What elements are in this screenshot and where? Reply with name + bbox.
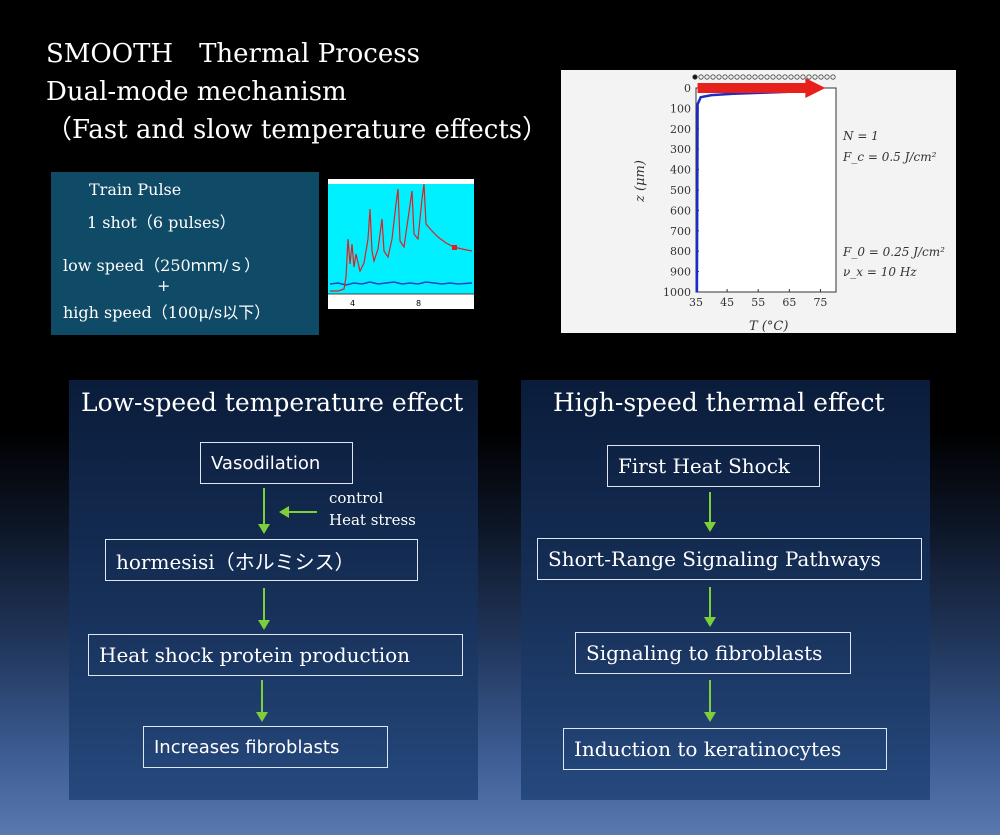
high-speed-panel: High-speed thermal effect First Heat Sho… (521, 380, 930, 800)
title-line-2: Dual-mode mechanism (46, 77, 347, 107)
arrow-down-r1 (704, 492, 716, 532)
pulse-indicator-dot (752, 74, 758, 80)
y-tick-label: 100 (670, 102, 691, 115)
y-tick-label: 500 (670, 184, 691, 197)
pulse-indicator-dot (782, 74, 788, 80)
temperature-depth-chart: 0 100 200 300 400 500 600 700 800 900 1000 35 45 55 6… (561, 70, 956, 333)
pulse-indicator-dot (794, 74, 800, 80)
pulse-indicator-dot (722, 74, 728, 80)
low-speed-title: Low-speed temperature effect (81, 388, 464, 417)
pulse-indicator-dot (788, 74, 794, 80)
waveform-trace (330, 183, 473, 292)
node-increases-fibroblasts: Increases fibroblasts (143, 726, 388, 768)
node-vasodilation: Vasodilation (200, 442, 353, 484)
node-short-range-signaling: Short-Range Signaling Pathways (537, 538, 922, 580)
node-heat-shock-protein: Heat shock protein production (88, 634, 463, 676)
heat-arrow (697, 78, 826, 98)
y-tick-label: 600 (670, 204, 691, 217)
y-tick-label: 700 (670, 225, 691, 238)
y-tick-label: 0 (684, 82, 691, 95)
heat-arrow-head (805, 78, 826, 98)
pulse-indicator-dot (698, 74, 704, 80)
note-control: control (329, 489, 384, 507)
low-speed-panel: Low-speed temperature effect Vasodilatio… (69, 380, 478, 800)
train-pulse-box: Train Pulse 1 shot（6 pulses） low speed（2… (51, 172, 319, 335)
y-axis-label: z (μm) (633, 160, 648, 203)
annotation-fc: F_c = 0.5 J/cm² (842, 150, 937, 164)
pulse-indicator-dot (716, 74, 722, 80)
pulse-indicator-dot (692, 74, 698, 80)
arrow-down-2 (258, 588, 270, 630)
annotation-n: N = 1 (842, 129, 879, 143)
y-tick-label: 400 (670, 164, 691, 177)
node-hormesis: hormesisi（ホルミシス） (105, 539, 418, 581)
plot-frame (695, 87, 837, 293)
arrow-down-1 (258, 488, 270, 534)
pulse-indicator-dot (758, 74, 764, 80)
pulse-line-2: 1 shot（6 pulses） (87, 213, 236, 232)
x-tick-label: 65 (782, 296, 796, 309)
waveform-tick-left: 4 (350, 299, 355, 308)
arrow-left-heat-stress (279, 506, 317, 518)
pulse-plus: + (157, 276, 171, 295)
y-tick-label: 1000 (663, 286, 691, 299)
y-tick-label: 300 (670, 143, 691, 156)
y-tick-label: 900 (670, 266, 691, 279)
pulse-indicator-dot (818, 74, 824, 80)
high-speed-title: High-speed thermal effect (553, 388, 885, 417)
title-line-3: （Fast and slow temperature effects） (46, 115, 549, 145)
annotation-nu: ν_x = 10 Hz (843, 265, 917, 279)
pulse-line-4: high speed（100μ/s以下） (63, 303, 271, 322)
pulse-indicator-dot (710, 74, 716, 80)
node-signaling-fibroblasts: Signaling to fibroblasts (575, 632, 851, 674)
pulse-indicator-dot (734, 74, 740, 80)
arrow-down-r3 (704, 680, 716, 722)
y-tick-label: 200 (670, 123, 691, 136)
waveform-baseline (329, 281, 473, 286)
node-induction-keratinocytes: Induction to keratinocytes (563, 728, 887, 770)
note-heat-stress: Heat stress (329, 511, 416, 529)
x-tick-label: 55 (751, 296, 765, 309)
waveform-tick-right: 8 (416, 299, 421, 308)
x-tick-label: 75 (813, 296, 827, 309)
pulse-indicator-dot (824, 74, 830, 80)
pulse-indicator-dot (770, 74, 776, 80)
x-tick-label: 35 (689, 296, 703, 309)
pulse-indicator-dot (728, 74, 734, 80)
pulse-indicator-dot (800, 74, 806, 80)
pulse-indicator-dot (740, 74, 746, 80)
pulse-indicator-dots (692, 74, 836, 80)
pulse-indicator-dot (746, 74, 752, 80)
pulse-indicator-dot (830, 74, 836, 80)
heat-arrow-shaft (697, 83, 808, 93)
x-tick-label: 45 (720, 296, 734, 309)
pulse-line-3: low speed（250ｍｍ/ｓ） (63, 256, 261, 275)
x-axis-label: T (°C) (749, 319, 788, 333)
pulse-indicator-dot (764, 74, 770, 80)
pulse-indicator-dot (806, 74, 812, 80)
y-tick-label: 800 (670, 245, 691, 258)
arrow-down-r2 (704, 587, 716, 627)
pulse-line-1: Train Pulse (89, 180, 182, 199)
pulse-indicator-dot (776, 74, 782, 80)
arrow-down-3 (256, 680, 268, 722)
pulse-indicator-dot (812, 74, 818, 80)
annotation-f0: F_0 = 0.25 J/cm² (842, 245, 945, 259)
node-first-heat-shock: First Heat Shock (607, 445, 820, 487)
waveform-background (328, 184, 474, 294)
pulse-indicator-dot (704, 74, 710, 80)
title-line-1: SMOOTH Thermal Process (46, 39, 420, 69)
pulse-waveform-plot: 4 8 (328, 179, 474, 309)
